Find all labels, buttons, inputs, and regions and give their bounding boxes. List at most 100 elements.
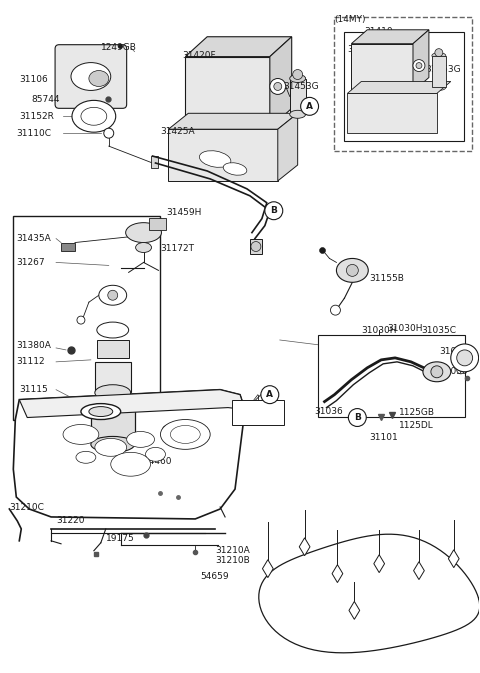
Ellipse shape [432, 52, 446, 59]
Circle shape [435, 48, 443, 57]
FancyBboxPatch shape [55, 44, 127, 108]
Ellipse shape [127, 431, 155, 448]
Bar [250, 238, 262, 254]
Circle shape [274, 83, 282, 90]
Ellipse shape [63, 425, 99, 444]
Text: 31425A: 31425A [160, 127, 195, 136]
Bar [91, 402, 134, 444]
Bar [447, 63, 457, 79]
Ellipse shape [71, 63, 111, 90]
Circle shape [265, 202, 283, 219]
Text: 85744: 85744 [31, 95, 60, 104]
Text: 31210B: 31210B [215, 556, 250, 565]
Text: B: B [354, 413, 361, 422]
Circle shape [347, 264, 358, 277]
Ellipse shape [423, 362, 451, 382]
Bar [351, 44, 413, 92]
Polygon shape [299, 538, 310, 556]
Ellipse shape [160, 419, 210, 450]
Ellipse shape [99, 285, 127, 305]
Text: 54659: 54659 [200, 572, 229, 581]
Text: 31115: 31115 [19, 385, 48, 394]
Polygon shape [168, 129, 278, 181]
Bar [95, 362, 131, 392]
Text: 31010: 31010 [439, 347, 468, 357]
Bar [348, 94, 437, 133]
Text: 31210A: 31210A [215, 546, 250, 555]
Ellipse shape [170, 425, 200, 444]
Circle shape [348, 409, 366, 427]
Text: 31453G: 31453G [284, 82, 319, 91]
Ellipse shape [76, 452, 96, 463]
Bar [318, 335, 465, 417]
Circle shape [457, 350, 473, 366]
Polygon shape [349, 602, 360, 619]
Polygon shape [448, 550, 459, 567]
Text: 31150: 31150 [243, 404, 272, 413]
Circle shape [431, 366, 443, 378]
Text: 31420F: 31420F [348, 45, 381, 54]
Bar [335, 17, 472, 151]
Text: 31267: 31267 [16, 258, 45, 267]
Ellipse shape [372, 104, 396, 115]
Text: 31035C: 31035C [421, 326, 456, 334]
Text: 31453G: 31453G [425, 65, 460, 74]
Ellipse shape [432, 85, 446, 90]
Text: B: B [270, 206, 277, 215]
Circle shape [261, 386, 279, 404]
Bar [185, 57, 270, 129]
Text: 31425A: 31425A [348, 95, 382, 104]
Text: 31459H: 31459H [167, 208, 202, 217]
Polygon shape [168, 113, 298, 129]
Text: 31435A: 31435A [16, 234, 51, 243]
Text: 31152R: 31152R [19, 112, 54, 120]
Ellipse shape [81, 107, 107, 125]
Ellipse shape [199, 151, 231, 168]
Polygon shape [374, 555, 384, 573]
Polygon shape [13, 390, 245, 519]
Ellipse shape [390, 112, 408, 122]
Ellipse shape [89, 71, 109, 86]
FancyBboxPatch shape [61, 242, 75, 250]
Text: 31210C: 31210C [9, 503, 44, 511]
Text: 19175: 19175 [106, 534, 134, 543]
Ellipse shape [223, 163, 247, 175]
Circle shape [251, 242, 261, 252]
Polygon shape [270, 37, 292, 129]
Text: 31410: 31410 [364, 28, 393, 36]
Ellipse shape [290, 110, 306, 118]
Ellipse shape [91, 436, 134, 452]
Bar [148, 217, 167, 229]
Text: 19175: 19175 [243, 413, 272, 422]
Polygon shape [185, 37, 292, 57]
Text: 31220: 31220 [56, 516, 84, 526]
Bar [344, 32, 464, 141]
Polygon shape [332, 565, 343, 583]
Circle shape [413, 60, 425, 71]
Text: 31172T: 31172T [160, 244, 194, 253]
Text: 31110C: 31110C [16, 129, 51, 138]
Ellipse shape [81, 404, 120, 419]
Ellipse shape [72, 100, 116, 132]
Polygon shape [413, 30, 429, 92]
Circle shape [293, 69, 302, 79]
Polygon shape [414, 562, 424, 579]
Bar [109, 459, 117, 471]
Circle shape [330, 305, 340, 315]
Text: 31420F: 31420F [182, 51, 216, 60]
Ellipse shape [95, 438, 127, 456]
Ellipse shape [89, 406, 113, 417]
Bar [432, 56, 446, 87]
Circle shape [457, 366, 465, 374]
Text: 31039: 31039 [439, 367, 468, 376]
Circle shape [320, 248, 325, 254]
Ellipse shape [136, 242, 152, 252]
Text: (14MY): (14MY) [335, 15, 366, 24]
Polygon shape [351, 30, 429, 44]
Circle shape [416, 63, 422, 69]
Text: 31155B: 31155B [369, 274, 404, 283]
Polygon shape [19, 390, 245, 417]
Bar [151, 156, 158, 168]
Ellipse shape [126, 223, 161, 242]
Bar [97, 340, 129, 358]
